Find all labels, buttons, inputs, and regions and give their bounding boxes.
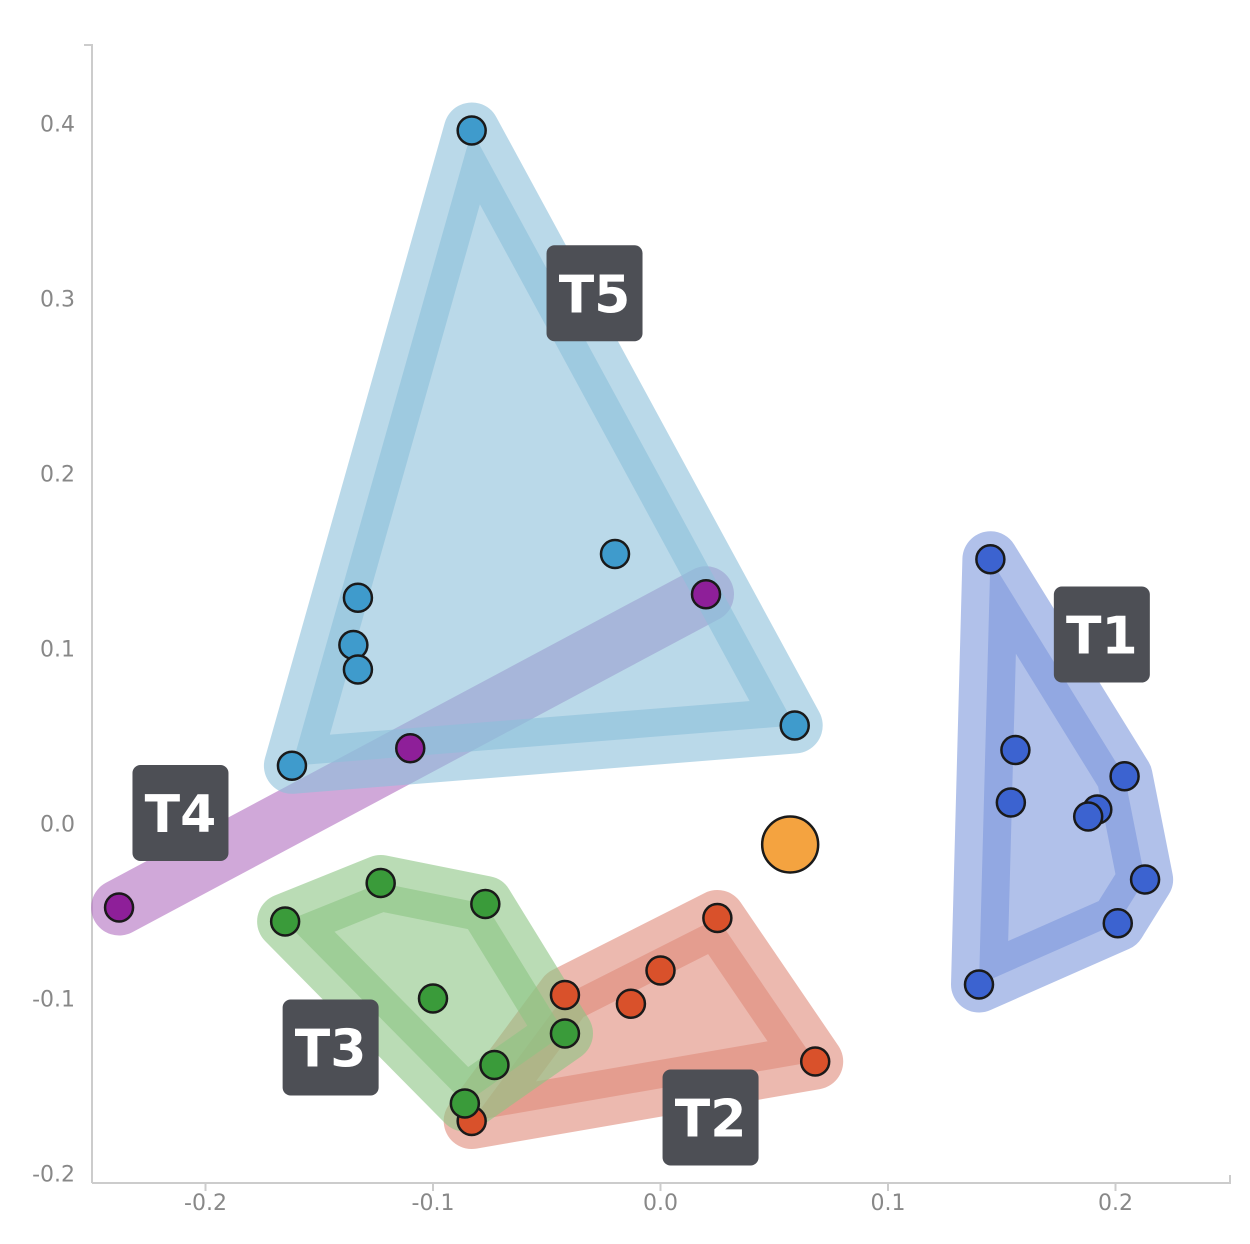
- point-t5: [599, 538, 631, 570]
- x-tick-label: -0.2: [184, 1191, 227, 1216]
- point-t4: [690, 579, 722, 610]
- label-text: T3: [295, 1020, 367, 1080]
- x-tick-label: 0.2: [1098, 1191, 1133, 1216]
- label-t1: T1: [1053, 586, 1150, 683]
- label-t4: T4: [132, 765, 229, 861]
- point-t3: [549, 1018, 581, 1049]
- y-tick-label: 0.0: [40, 813, 75, 838]
- point-t3: [470, 888, 501, 920]
- point-t3: [365, 867, 396, 899]
- point-t3: [417, 983, 449, 1014]
- label-box: [132, 765, 229, 861]
- data-points: [103, 115, 1161, 1137]
- axes: 0.40.30.20.10.0-0.1-0.2 -0.2 -0.1 0.0 0.1 0.…: [32, 44, 1231, 1216]
- y-tick-label: -0.2: [32, 1163, 75, 1188]
- point-t1: [963, 969, 995, 1000]
- point-t5: [779, 710, 810, 741]
- y-tick-label: 0.1: [40, 638, 75, 663]
- label-box: [1053, 586, 1150, 683]
- x-axis-ticks: -0.2 -0.1 0.0 0.1 0.2: [184, 1183, 1133, 1216]
- point-t3: [269, 906, 301, 937]
- point-t3: [449, 1088, 481, 1119]
- label-box: [662, 1069, 759, 1166]
- y-tick-label: 0.4: [40, 113, 75, 138]
- label-text: T1: [1066, 607, 1138, 667]
- point-t5: [342, 582, 374, 613]
- label-t3: T3: [282, 999, 379, 1096]
- point-t1: [1102, 908, 1134, 939]
- label-text: T4: [145, 785, 217, 845]
- highlight-point: [760, 815, 820, 874]
- point-t3: [479, 1049, 510, 1081]
- y-tick-label: 0.2: [40, 463, 75, 488]
- point-t2: [799, 1046, 831, 1077]
- x-tick-label: -0.1: [412, 1191, 455, 1216]
- point-t1: [1072, 801, 1104, 832]
- point-t1: [975, 544, 1006, 575]
- point-t1: [995, 787, 1027, 818]
- point-t4: [395, 733, 426, 764]
- point-t1: [1129, 864, 1161, 895]
- y-axis-line: [84, 44, 93, 1183]
- y-axis-ticks: 0.4 0.3 0.2 0.1 0.0 -0.1 -0.2: [32, 113, 75, 1188]
- point-t5: [342, 654, 374, 685]
- label-box: [282, 999, 379, 1096]
- point-t2: [615, 988, 647, 1019]
- point-t2: [549, 979, 581, 1011]
- x-tick-label: 0.1: [871, 1191, 906, 1216]
- y-tick-label: 0.3: [40, 288, 75, 313]
- hull-t1: [951, 531, 1174, 1013]
- point-t2: [702, 902, 733, 934]
- point-t5: [338, 629, 369, 661]
- label-text: T2: [675, 1090, 747, 1150]
- point-t1: [1109, 761, 1140, 792]
- label-box: [546, 245, 643, 342]
- label-text: T5: [559, 265, 631, 325]
- label-t2: T2: [662, 1069, 759, 1166]
- point-t5: [456, 115, 487, 146]
- cluster-labels: T5 T1 T4 T3 T2: [132, 245, 1150, 1166]
- point-t4: [103, 892, 135, 923]
- label-t5: T5: [546, 245, 643, 342]
- hull-t5: [263, 102, 823, 794]
- y-tick-label: -0.1: [32, 988, 75, 1013]
- x-tick-label: 0.0: [643, 1191, 678, 1216]
- x-axis-line: [92, 1175, 1231, 1184]
- point-t1: [1000, 734, 1031, 766]
- point-t5: [276, 750, 308, 781]
- point-t2: [645, 955, 676, 986]
